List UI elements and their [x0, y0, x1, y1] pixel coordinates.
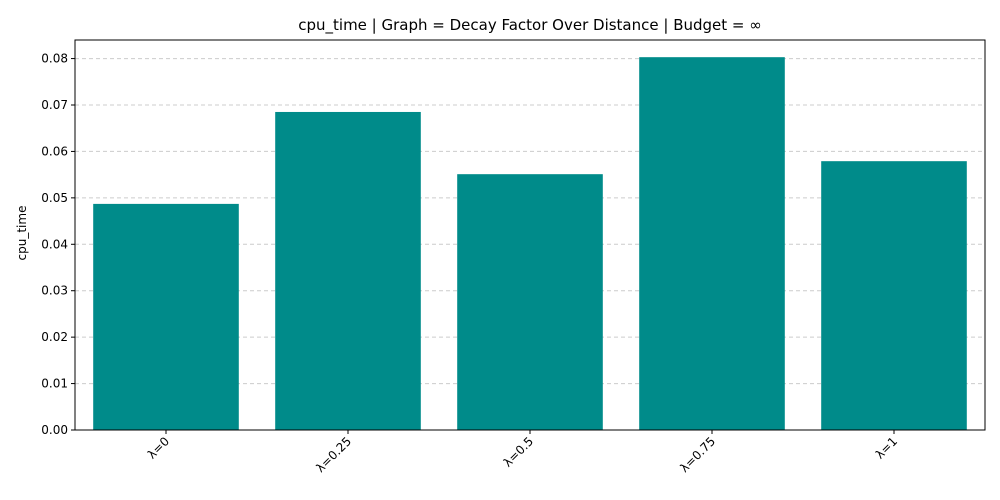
bar — [275, 111, 421, 430]
plot-frame — [74, 39, 986, 431]
x-tick-label: λ=1 — [873, 434, 900, 461]
y-tick-label: 0.00 — [41, 423, 68, 437]
y-tick-label: 0.06 — [41, 144, 68, 158]
bar — [639, 57, 785, 431]
x-tick-label: λ=0.25 — [313, 434, 354, 475]
y-tick-label: 0.05 — [41, 191, 68, 205]
bar — [457, 174, 603, 430]
y-tick-label: 0.02 — [41, 330, 68, 344]
x-tick-label: λ=0 — [145, 434, 172, 461]
x-tick-label: λ=0.75 — [677, 434, 718, 475]
y-axis-label: cpu_time — [15, 206, 29, 261]
chart-title: cpu_time | Graph = Decay Factor Over Dis… — [298, 16, 762, 35]
bars — [93, 57, 967, 431]
y-tick-label: 0.03 — [41, 284, 68, 298]
y-tick-label: 0.04 — [41, 237, 68, 251]
y-tick-label: 0.08 — [41, 52, 68, 66]
bar — [821, 161, 967, 430]
x-tick-label: λ=0.5 — [501, 434, 537, 470]
bar — [93, 203, 239, 430]
y-tick-label: 0.01 — [41, 377, 68, 391]
y-tick-label: 0.07 — [41, 98, 68, 112]
